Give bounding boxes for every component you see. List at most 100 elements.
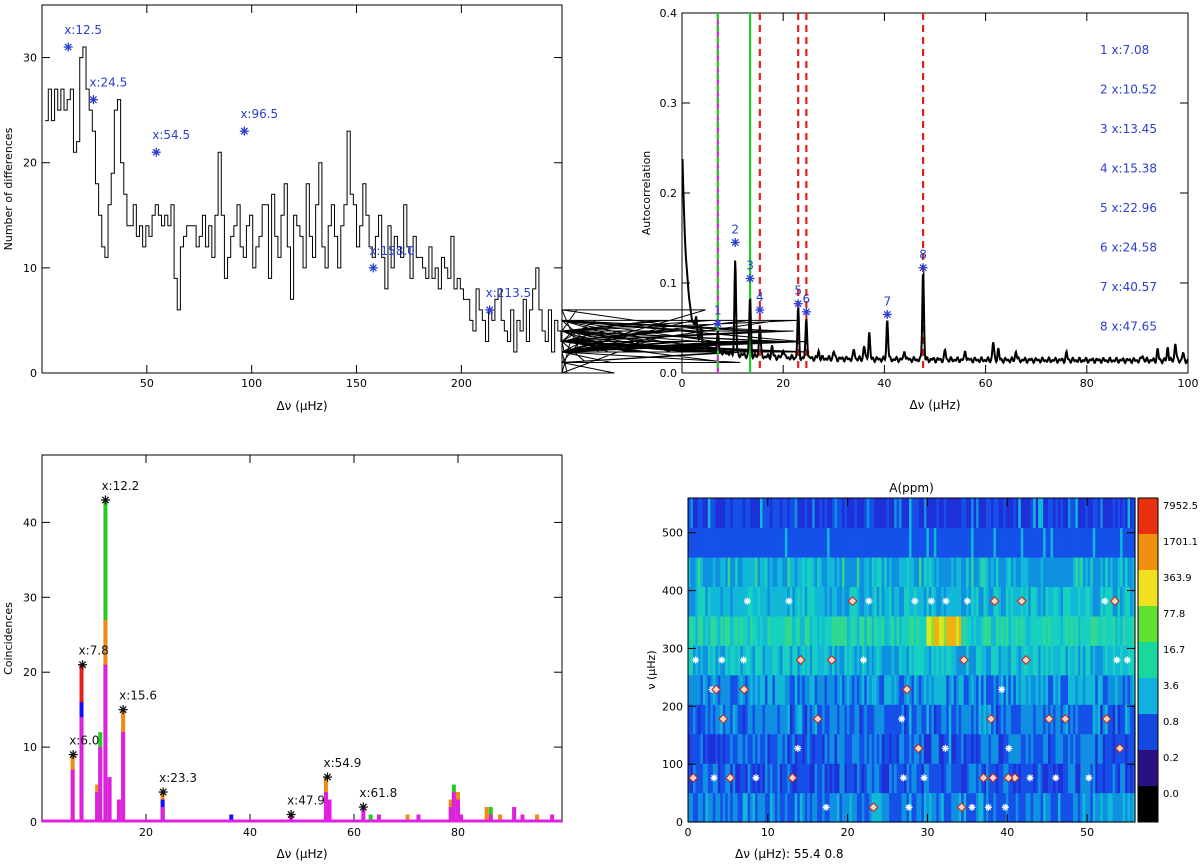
- heatmap-cell: [841, 615, 846, 646]
- heatmap-cell: [802, 498, 806, 529]
- heatmap-cell: [913, 527, 918, 558]
- heatmap-cell: [1060, 674, 1064, 705]
- heatmap-cell: [1132, 674, 1136, 705]
- heatmap-cell: [988, 733, 992, 764]
- heatmap-cell: [794, 586, 798, 617]
- heatmap-cell: [1013, 586, 1017, 617]
- heatmap-cell: [1045, 792, 1049, 823]
- histogram-frame: [41, 4, 563, 374]
- heatmap-cell: [918, 674, 923, 705]
- heatmap-ytick-label: 300: [662, 642, 683, 655]
- heatmap-cell: [926, 615, 930, 646]
- heatmap-cell: [981, 674, 985, 705]
- heatmap-cell: [834, 733, 838, 764]
- heatmap-cell: [938, 586, 942, 617]
- coincidence-bar-blue: [229, 814, 234, 822]
- heatmap-cell: [1060, 556, 1064, 587]
- heatmap-cell: [755, 556, 759, 587]
- heatmap-cell: [789, 527, 793, 558]
- heatmap-cell: [871, 645, 875, 676]
- histogram-peak-label: x:24.5: [89, 76, 127, 90]
- heatmap-cell: [931, 615, 935, 646]
- heatmap-cell: [1097, 733, 1101, 764]
- autocorr-legend-entry: 6 x:24.58: [1100, 241, 1157, 255]
- autocorr-legend-entry: 8 x:47.65: [1100, 320, 1157, 334]
- heatmap-cell: [827, 704, 831, 735]
- heatmap-cell: [864, 556, 868, 587]
- heatmap-cell: [702, 645, 706, 676]
- heatmap-cell: [1070, 704, 1074, 735]
- heatmap-cell: [817, 792, 821, 823]
- coincidence-bar-magenta: [361, 807, 366, 822]
- heatmap-star-marker: [984, 803, 992, 811]
- heatmap-cell: [889, 704, 893, 735]
- coincidence-bar-magenta: [70, 769, 75, 822]
- heatmap-cell: [906, 527, 910, 558]
- star-stroke: [794, 745, 801, 752]
- heatmap-cell: [804, 674, 808, 705]
- heatmap-cell: [1115, 498, 1119, 529]
- heatmap-cell: [745, 615, 749, 646]
- heatmap-cell: [1072, 733, 1076, 764]
- autocorr-peak-marker: [730, 238, 740, 247]
- heatmap-cell: [774, 645, 778, 676]
- heatmap-xtick-label: 20: [841, 826, 855, 839]
- heatmap-star-marker: [920, 774, 928, 782]
- coincidence-peak-marker: [68, 750, 78, 760]
- histogram-ytick-label: 20: [23, 157, 37, 170]
- heatmap-cell: [911, 615, 915, 646]
- heatmap-cell: [812, 586, 816, 617]
- heatmap-cell: [1043, 498, 1047, 529]
- heatmap-cell: [807, 615, 811, 646]
- heatmap-cell: [742, 792, 746, 823]
- heatmap-cell: [784, 704, 788, 735]
- autocorr-peak-number: 7: [883, 295, 891, 309]
- heatmap-cell: [1097, 792, 1101, 823]
- heatmap-cell: [948, 733, 952, 764]
- heatmap-cell: [1053, 527, 1057, 558]
- heatmap-cell: [918, 586, 923, 617]
- heatmap-cell: [827, 674, 831, 705]
- heatmap-cell: [1055, 586, 1059, 617]
- heatmap-cell: [943, 674, 947, 705]
- heatmap-cell: [792, 733, 796, 764]
- heatmap-cell: [1107, 498, 1111, 529]
- heatmap-cell: [700, 615, 704, 646]
- heatmap-cell: [1107, 556, 1111, 587]
- heatmap-cell: [995, 645, 1000, 676]
- heatmap-cell: [849, 527, 853, 558]
- heatmap-cell: [978, 615, 982, 646]
- heatmap-cell: [1000, 763, 1004, 794]
- heatmap-cell: [707, 645, 711, 676]
- heatmap-cell: [1065, 645, 1069, 676]
- heatmap-cell: [792, 527, 796, 558]
- coincidence-ytick-label: 40: [23, 516, 37, 529]
- heatmap-cell: [1033, 674, 1037, 705]
- heatmap-cell: [705, 674, 709, 705]
- star-stroke: [1027, 774, 1034, 781]
- heatmap-cell: [772, 645, 776, 676]
- coincidence-bar-magenta: [448, 807, 453, 822]
- heatmap-cell: [948, 704, 952, 735]
- heatmap-cell: [757, 586, 761, 617]
- heatmap-cell: [1125, 527, 1129, 558]
- heatmap-cell: [710, 704, 714, 735]
- heatmap-cell: [700, 733, 704, 764]
- heatmap-cell: [1110, 674, 1114, 705]
- heatmap-cell: [1075, 733, 1079, 764]
- heatmap-cell: [712, 733, 716, 764]
- heatmap-cell: [986, 615, 990, 646]
- heatmap-cell: [707, 586, 711, 617]
- heatmap-cell: [740, 586, 744, 617]
- star-stroke: [119, 706, 127, 714]
- heatmap-cell: [1092, 586, 1096, 617]
- heatmap-cell: [1122, 674, 1126, 705]
- heatmap-cell: [1097, 498, 1101, 529]
- heatmap-cell: [1070, 527, 1074, 558]
- heatmap-cell: [707, 556, 711, 587]
- heatmap-cell: [1035, 674, 1039, 705]
- heatmap-cell: [998, 615, 1002, 646]
- heatmap-cell: [730, 645, 734, 676]
- heatmap-cell: [931, 674, 935, 705]
- heatmap-cell: [727, 733, 731, 764]
